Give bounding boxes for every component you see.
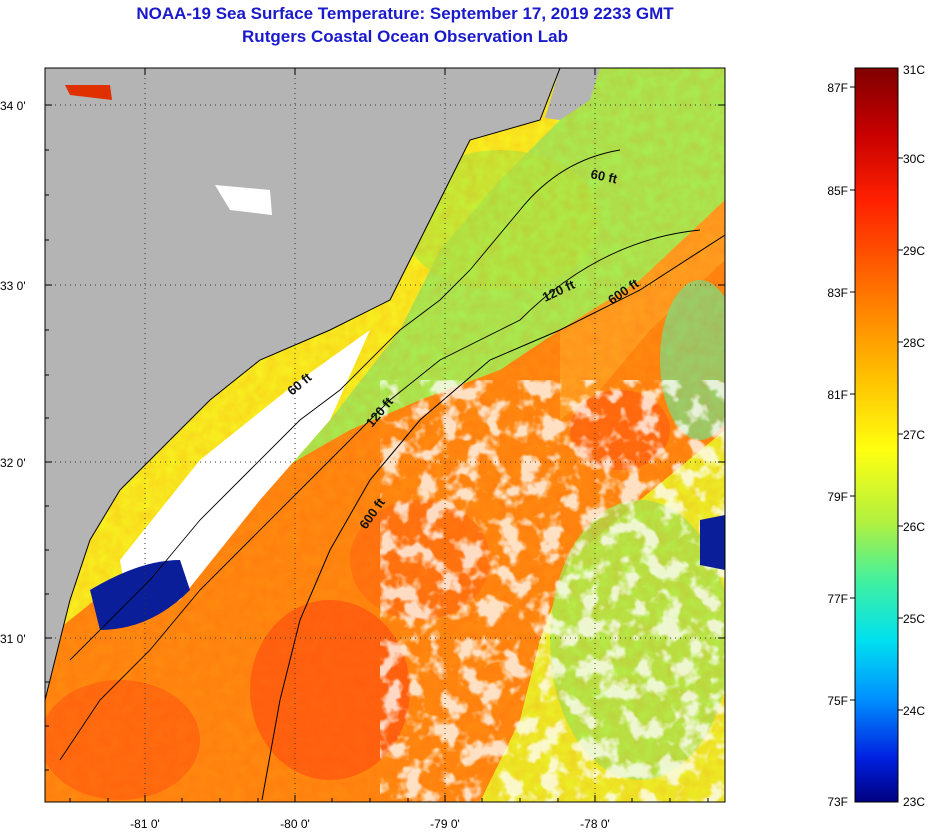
- colorbar-c-label: 27C: [903, 428, 925, 442]
- lat-label: 32 0': [0, 456, 26, 470]
- colorbar-c-label: 28C: [903, 336, 925, 350]
- isobath-60ft: [69, 149, 621, 661]
- graticule: [45, 68, 725, 802]
- colorbar-f-label: 87F: [827, 81, 848, 95]
- lat-label: 34 0': [0, 99, 26, 113]
- land-mass: [545, 68, 600, 120]
- map-title: NOAA-19 Sea Surface Temperature: Septemb…: [136, 4, 674, 23]
- colorbar-c-label: 29C: [903, 244, 925, 258]
- cold-inshore-patch: [90, 560, 190, 630]
- colorbar-c-label: 24C: [903, 704, 925, 718]
- contour-label-60ft-north: 60 ft: [589, 166, 619, 186]
- coastline: [45, 68, 561, 701]
- colorbar-f-label: 81F: [827, 388, 848, 402]
- colorbar-f-label: 77F: [827, 592, 848, 606]
- lat-label: 31 0': [0, 632, 26, 646]
- cold-cloud-artifact: [700, 515, 725, 570]
- lon-label: -81 0': [130, 817, 160, 831]
- colorbar-c-label: 23C: [903, 795, 925, 809]
- map-frame: [44, 67, 726, 803]
- lon-label: -79 0': [430, 817, 460, 831]
- map-subtitle: Rutgers Coastal Ocean Observation Lab: [242, 27, 568, 46]
- colorbar-c-label: 25C: [903, 612, 925, 626]
- map-plot-area: 60 ft 120 ft 600 ft 60 ft 120 ft 600 ft: [45, 68, 725, 802]
- colorbar-c-label: 30C: [903, 152, 925, 166]
- isobath-120ft: [59, 229, 701, 761]
- isobath-600ft: [261, 234, 725, 801]
- lon-label: -78 0': [580, 817, 610, 831]
- lon-label: -80 0': [280, 817, 310, 831]
- colorbar-f-label: 83F: [827, 286, 848, 300]
- lat-label: 33 0': [0, 279, 26, 293]
- colorbar-c-label: 26C: [903, 520, 925, 534]
- colorbar-c-label: 31C: [903, 63, 925, 77]
- axis-ticks: [45, 68, 725, 802]
- cloud-patch: [215, 185, 272, 215]
- cloud-cover-offshore: [380, 380, 725, 802]
- colorbar: [854, 67, 899, 803]
- colorbar-f-label: 79F: [827, 490, 848, 504]
- land-mass: [45, 68, 560, 700]
- colorbar-f-label: 75F: [827, 694, 848, 708]
- colorbar-f-label: 73F: [827, 795, 848, 809]
- colorbar-ticks: [850, 86, 903, 711]
- hot-land-pixels: [65, 85, 112, 100]
- colorbar-f-label: 85F: [827, 184, 848, 198]
